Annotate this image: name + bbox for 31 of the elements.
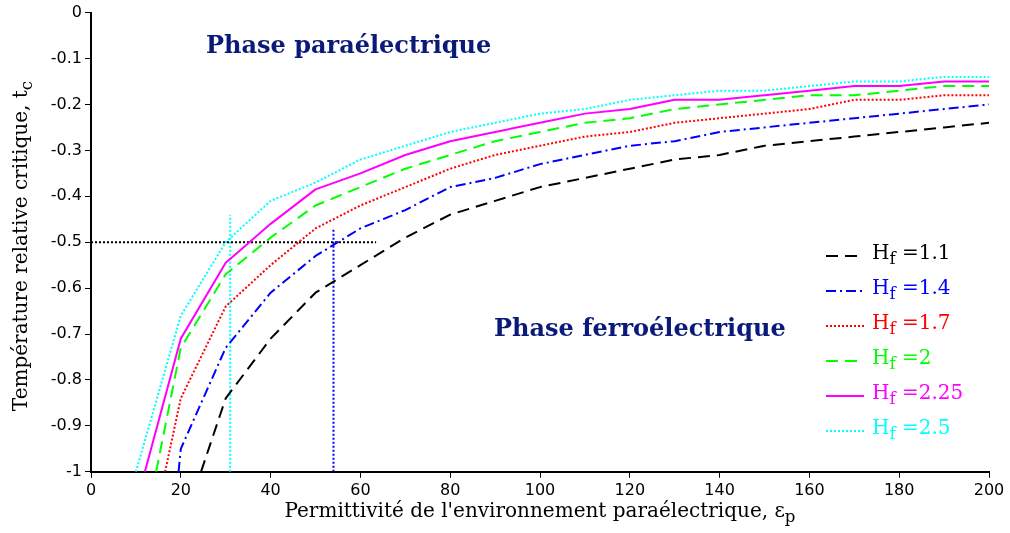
x-tick-label: 20 — [170, 479, 191, 499]
y-tick-label: -1 — [66, 460, 82, 480]
y-tick-label: -0.7 — [50, 323, 82, 343]
x-axis-title: Permittivité de l'environnement paraélectrique, ε$_{p}$ — [283, 498, 797, 526]
y-tick-label: -0.2 — [50, 93, 82, 113]
x-tick-label: 120 — [614, 479, 646, 499]
y-tick-label: -0.8 — [50, 369, 82, 389]
y-tick-label: -0.4 — [50, 185, 82, 205]
legend-label: H$_{f}$ =1.4 — [872, 274, 951, 305]
annotation: Phase ferroélectrique — [494, 313, 786, 342]
x-tick-label: 100 — [524, 479, 556, 499]
legend-label: H$_{f}$ =1.7 — [872, 309, 951, 340]
y-tick-label: -0.3 — [50, 139, 82, 159]
legend-label: H$_{f}$ =2.25 — [872, 379, 964, 410]
legend-label: H$_{f}$ =2.5 — [872, 414, 951, 445]
y-tick-label: -0.6 — [50, 277, 82, 297]
annotation: Phase paraélectrique — [206, 30, 492, 59]
x-tick-label: 80 — [440, 479, 461, 499]
x-tick-label: 60 — [350, 479, 371, 499]
x-tick-label: 160 — [794, 479, 825, 499]
y-tick-label: -0.9 — [50, 415, 82, 435]
x-tick-label: 180 — [883, 479, 915, 499]
y-tick-label: -0.1 — [50, 47, 82, 67]
y-tick-label: -0.5 — [50, 231, 82, 251]
legend-label: H$_{f}$ =2 — [872, 344, 932, 375]
x-tick-label: 200 — [973, 479, 1005, 499]
legend-label: H$_{f}$ =1.1 — [872, 239, 951, 270]
x-tick-label: 40 — [260, 479, 281, 499]
x-tick-label: 0 — [85, 479, 97, 499]
x-tick-label: 140 — [704, 479, 735, 499]
y-tick-label: 0 — [71, 1, 82, 21]
